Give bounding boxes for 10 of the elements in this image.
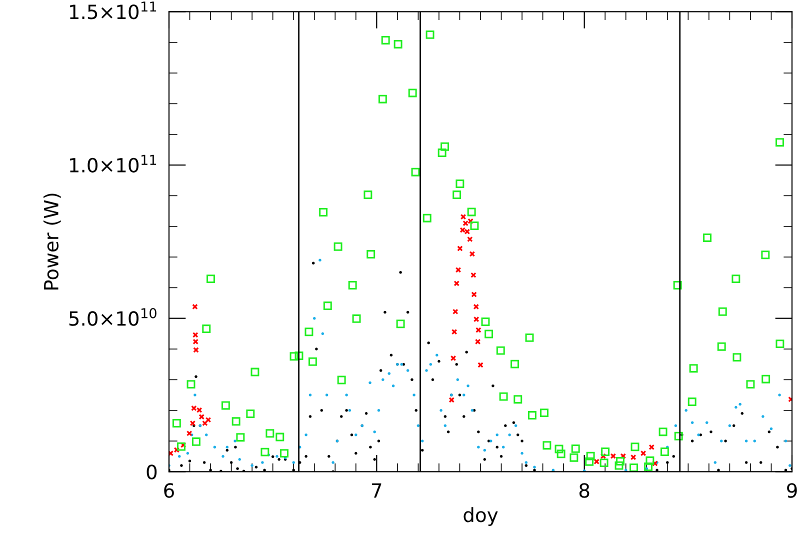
x-tick-label: 8 bbox=[579, 483, 590, 498]
x-tick-label: 9 bbox=[787, 483, 797, 498]
y-tick-label: 0 bbox=[146, 464, 157, 480]
x-tick-label: 7 bbox=[372, 483, 382, 498]
x-axis-title: doy bbox=[464, 507, 498, 526]
y-tick-label: 1.5×10$^{11}$ bbox=[70, 2, 156, 20]
y-axis-title: Power (W) bbox=[44, 194, 61, 290]
x-tick-label: 6 bbox=[164, 483, 174, 498]
y-tick-label: 1.0×10$^{11}$ bbox=[70, 154, 156, 173]
y-tick-label: 5.0×10$^{10}$ bbox=[69, 308, 156, 326]
